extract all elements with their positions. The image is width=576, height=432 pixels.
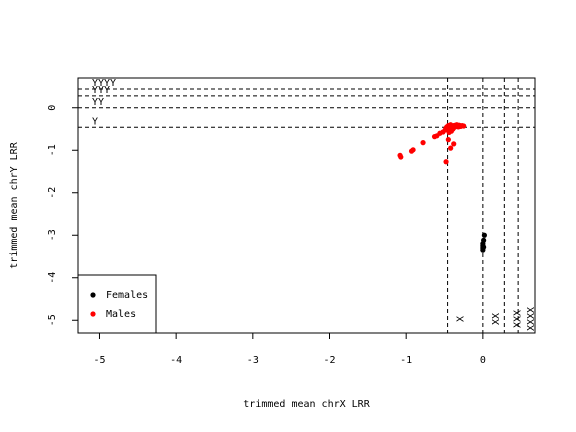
data-points — [397, 122, 487, 253]
y-tick-label: -5 — [47, 314, 58, 326]
legend-marker — [90, 292, 96, 298]
males-point — [461, 123, 467, 129]
males-point — [410, 147, 416, 153]
males-point — [420, 140, 426, 146]
legend-box — [77, 274, 157, 334]
x-tick-label: -1 — [400, 355, 412, 366]
males-point — [398, 154, 404, 160]
x-tick-label: -3 — [247, 355, 259, 366]
males-point — [443, 159, 449, 165]
y-reference-label: YYY — [92, 85, 110, 96]
males-point — [445, 137, 451, 143]
y-tick-label: 0 — [47, 105, 58, 111]
males-point — [448, 145, 454, 151]
x-reference-label: XXXX — [526, 307, 537, 331]
y-tick-label: -3 — [47, 229, 58, 241]
x-axis-title: trimmed mean chrX LRR — [243, 399, 370, 410]
x-reference-label: X — [456, 316, 467, 322]
y-tick-label: -2 — [47, 187, 58, 199]
legend-label: Males — [106, 309, 136, 320]
x-tick-label: -4 — [170, 355, 182, 366]
x-axis: -5 -4 -3 -2 -1 0 — [93, 333, 486, 366]
y-reference-label: Y — [92, 116, 98, 127]
y-tick-label: -4 — [47, 272, 58, 284]
legend-marker — [90, 311, 96, 317]
y-axis: -5 -4 -3 -2 -1 0 — [47, 105, 78, 326]
females-point — [481, 244, 487, 250]
plot-frame — [77, 77, 536, 334]
males-point — [451, 141, 457, 147]
x-tick-label: -5 — [93, 355, 105, 366]
females-point — [481, 232, 487, 238]
y-tick-label: -1 — [47, 144, 58, 156]
x-reference-label: XX — [491, 313, 502, 325]
x-tick-label: -2 — [323, 355, 335, 366]
x-tick-label: 0 — [480, 355, 486, 366]
legend-label: Females — [106, 290, 148, 301]
y-reference-label: YY — [92, 97, 104, 108]
y-axis-title: trimmed mean chrY LRR — [9, 141, 20, 268]
y-reference-label: YYYY — [92, 78, 116, 89]
legend: Females Males — [77, 274, 157, 334]
